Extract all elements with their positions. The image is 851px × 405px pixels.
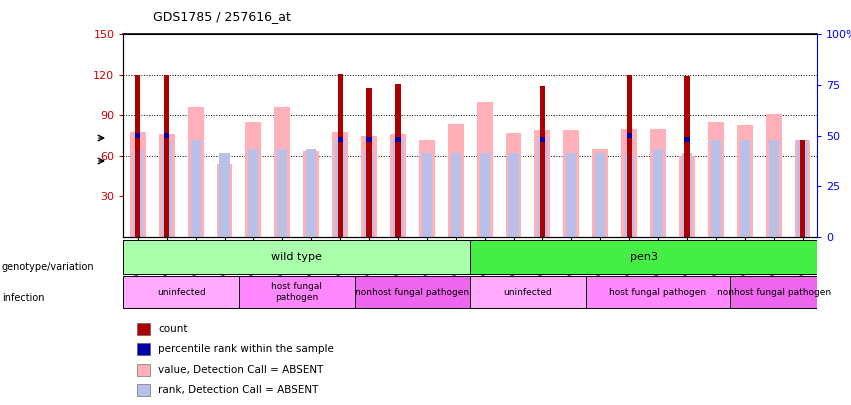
Bar xyxy=(130,132,146,237)
Bar xyxy=(470,241,817,274)
Bar xyxy=(364,149,374,237)
Bar xyxy=(540,137,545,143)
Bar xyxy=(679,156,695,237)
Bar xyxy=(537,140,547,237)
Bar xyxy=(470,276,585,309)
Bar xyxy=(159,134,174,237)
Bar xyxy=(277,149,288,237)
Text: host fungal
pathogen: host fungal pathogen xyxy=(271,282,323,302)
Bar xyxy=(451,153,460,237)
Bar xyxy=(220,153,230,237)
Bar xyxy=(650,129,666,237)
Bar xyxy=(123,241,470,274)
Bar xyxy=(239,276,355,309)
Bar xyxy=(188,107,203,237)
Bar xyxy=(245,122,261,237)
Bar xyxy=(730,276,817,309)
Text: wild type: wild type xyxy=(271,252,323,262)
Bar xyxy=(768,140,779,237)
Bar xyxy=(505,133,522,237)
Bar xyxy=(217,164,232,237)
Bar xyxy=(303,151,319,237)
Bar xyxy=(508,153,518,237)
Bar xyxy=(708,122,723,237)
Text: count: count xyxy=(158,324,187,334)
Bar xyxy=(684,76,689,237)
Bar xyxy=(390,134,406,237)
Bar xyxy=(621,129,637,237)
Bar xyxy=(766,114,781,237)
Bar xyxy=(682,153,692,237)
Bar xyxy=(624,153,634,237)
Bar xyxy=(626,133,631,139)
Bar xyxy=(422,153,432,237)
Bar xyxy=(477,102,493,237)
Bar xyxy=(396,84,401,237)
Bar xyxy=(306,149,317,237)
Bar xyxy=(540,86,545,237)
Bar xyxy=(367,88,372,237)
Bar xyxy=(797,140,808,237)
Bar xyxy=(711,140,721,237)
Bar xyxy=(355,276,470,309)
Bar xyxy=(137,364,150,376)
Bar xyxy=(585,276,730,309)
Bar xyxy=(137,322,150,335)
Bar xyxy=(563,130,580,237)
Bar xyxy=(393,140,403,237)
Bar xyxy=(137,343,150,355)
Text: pen3: pen3 xyxy=(630,252,658,262)
Bar xyxy=(133,149,143,237)
Bar xyxy=(137,384,150,396)
Text: nonhost fungal pathogen: nonhost fungal pathogen xyxy=(717,288,831,296)
Bar xyxy=(162,140,172,237)
Bar xyxy=(335,140,346,237)
Bar xyxy=(684,137,689,143)
Text: nonhost fungal pathogen: nonhost fungal pathogen xyxy=(356,288,470,296)
Bar xyxy=(566,153,576,237)
Bar xyxy=(191,140,201,237)
Bar xyxy=(740,140,750,237)
Bar xyxy=(338,74,343,237)
Bar xyxy=(332,132,348,237)
Bar xyxy=(164,75,169,237)
Bar xyxy=(595,153,605,237)
Bar xyxy=(396,137,401,143)
Bar xyxy=(248,149,259,237)
Bar xyxy=(164,133,169,139)
Bar xyxy=(274,107,290,237)
Text: value, Detection Call = ABSENT: value, Detection Call = ABSENT xyxy=(158,364,323,375)
Bar xyxy=(338,137,343,143)
Bar xyxy=(419,140,435,237)
Bar xyxy=(448,124,464,237)
Text: percentile rank within the sample: percentile rank within the sample xyxy=(158,344,334,354)
Bar xyxy=(135,75,140,237)
Text: GDS1785 / 257616_at: GDS1785 / 257616_at xyxy=(153,10,291,23)
Bar xyxy=(361,136,377,237)
Bar xyxy=(592,149,608,237)
Text: genotype/variation: genotype/variation xyxy=(2,262,94,272)
Bar xyxy=(795,140,810,237)
Text: uninfected: uninfected xyxy=(504,288,552,296)
Text: host fungal pathogen: host fungal pathogen xyxy=(609,288,706,296)
Bar xyxy=(800,140,805,237)
Bar xyxy=(737,125,752,237)
Bar xyxy=(480,153,489,237)
Bar xyxy=(626,75,631,237)
Bar xyxy=(123,276,239,309)
Text: infection: infection xyxy=(2,293,44,303)
Text: uninfected: uninfected xyxy=(157,288,206,296)
Bar xyxy=(534,130,551,237)
Text: rank, Detection Call = ABSENT: rank, Detection Call = ABSENT xyxy=(158,385,318,395)
Bar xyxy=(135,133,140,139)
Bar xyxy=(653,149,663,237)
Bar xyxy=(367,137,372,143)
